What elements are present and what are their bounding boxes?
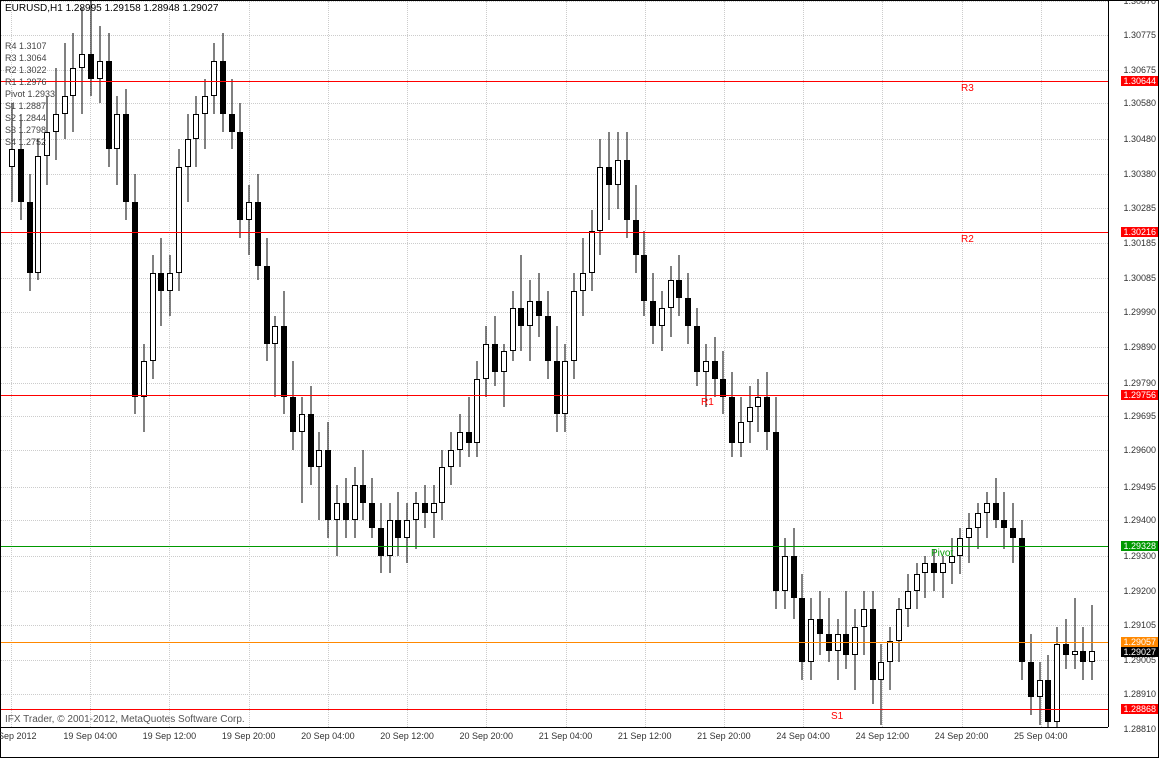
level-label-r1: R1: [701, 397, 714, 408]
x-tick-label: 18 Sep 2012: [0, 731, 37, 741]
price-tag: 1.30216: [1121, 227, 1158, 237]
price-tag: 1.29328: [1121, 541, 1158, 551]
x-tick-label: 20 Sep 12:00: [380, 731, 434, 741]
x-tick-label: 24 Sep 04:00: [776, 731, 830, 741]
level-line-s1: [1, 709, 1108, 710]
y-tick-label: 1.29695: [1123, 411, 1156, 421]
y-tick-label: 1.29400: [1123, 515, 1156, 525]
price-tag: 1.29756: [1121, 390, 1158, 400]
pivot-level-text: R4 1.3107: [5, 41, 47, 51]
level-label-r3: R3: [961, 83, 974, 94]
x-tick-label: 21 Sep 12:00: [618, 731, 672, 741]
y-tick-label: 1.29495: [1123, 482, 1156, 492]
y-tick-label: 1.30380: [1123, 169, 1156, 179]
x-axis: 18 Sep 2012 19 Sep 04:00 19 Sep 12:00 19 Se…: [1, 727, 1108, 757]
pivot-level-text: Pivot 1.2933: [5, 89, 55, 99]
y-tick-label: 1.30085: [1123, 273, 1156, 283]
y-tick-label: 1.28910: [1123, 689, 1156, 699]
level-line-r3: [1, 81, 1108, 82]
y-tick-label: 1.29300: [1123, 551, 1156, 561]
price-tag: 1.29027: [1121, 647, 1158, 657]
y-tick-label: 1.30675: [1123, 65, 1156, 75]
x-tick-label: 20 Sep 04:00: [301, 731, 355, 741]
y-tick-label: 1.28810: [1123, 724, 1156, 734]
y-tick-label: 1.30185: [1123, 238, 1156, 248]
chart-header: EURUSD,H1 1.28995 1.29158 1.28948 1.2902…: [5, 3, 219, 14]
y-tick-label: 1.30480: [1123, 134, 1156, 144]
level-label-r2: R2: [961, 234, 974, 245]
x-tick-label: 24 Sep 12:00: [856, 731, 910, 741]
x-tick-label: 24 Sep 20:00: [935, 731, 989, 741]
y-tick-label: 1.30870: [1123, 0, 1156, 6]
price-tag: 1.30644: [1121, 76, 1158, 86]
level-label-pivot: Pivot: [931, 548, 953, 559]
pivot-level-text: R1 1.2976: [5, 77, 47, 87]
x-tick-label: 19 Sep 04:00: [63, 731, 117, 741]
pivot-level-text: R3 1.3064: [5, 53, 47, 63]
y-tick-label: 1.30775: [1123, 30, 1156, 40]
price-tag: 1.28868: [1121, 704, 1158, 714]
level-line-r2: [1, 232, 1108, 233]
x-tick-label: 20 Sep 20:00: [460, 731, 514, 741]
y-axis: 1.30870 1.30775 1.30675 1.30580 1.30480 1.303…: [1108, 1, 1158, 727]
pivot-level-text: S1 1.2887: [5, 101, 46, 111]
price-tag: 1.29057: [1121, 637, 1158, 647]
y-tick-label: 1.29105: [1123, 620, 1156, 630]
x-tick-label: 19 Sep 20:00: [222, 731, 276, 741]
y-tick-label: 1.29890: [1123, 342, 1156, 352]
level-line-pivot: [1, 546, 1108, 547]
y-tick-label: 1.30285: [1123, 203, 1156, 213]
chart-container: R3 R2 R1 Pivot S1 EURUSD,H1 1.28995 1.29158 1…: [0, 0, 1159, 758]
chart-area[interactable]: R3 R2 R1 Pivot S1 EURUSD,H1 1.28995 1.29158 1…: [1, 1, 1108, 727]
y-tick-label: 1.29790: [1123, 378, 1156, 388]
copyright-footer: IFX Trader, © 2001-2012, MetaQuotes Soft…: [5, 714, 245, 725]
level-label-s1: S1: [831, 711, 843, 722]
y-tick-label: 1.29990: [1123, 307, 1156, 317]
x-tick-label: 19 Sep 12:00: [143, 731, 197, 741]
x-tick-label: 25 Sep 04:00: [1014, 731, 1068, 741]
level-line-r1: [1, 395, 1108, 396]
bid-line: [1, 642, 1108, 643]
pivot-level-text: S4 1.2752: [5, 137, 46, 147]
pivot-level-text: S3 1.2798: [5, 125, 46, 135]
y-tick-label: 1.29600: [1123, 445, 1156, 455]
pivot-level-text: S2 1.2844: [5, 113, 46, 123]
y-tick-label: 1.30580: [1123, 98, 1156, 108]
pivot-level-text: R2 1.3022: [5, 65, 47, 75]
x-tick-label: 21 Sep 04:00: [539, 731, 593, 741]
y-tick-label: 1.29200: [1123, 586, 1156, 596]
x-tick-label: 21 Sep 20:00: [697, 731, 751, 741]
